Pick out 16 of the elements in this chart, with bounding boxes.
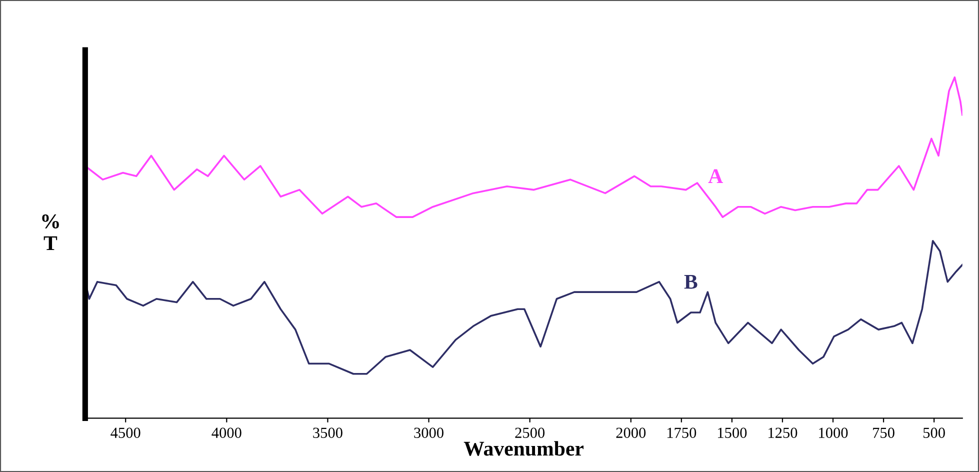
x-tick-label: 1000 (819, 428, 848, 438)
x-tick-label: 2500 (515, 428, 545, 438)
x-tick-label: 2000 (616, 428, 646, 438)
x-tick-label: 3000 (414, 428, 444, 438)
x-tick-label: 4500 (110, 428, 140, 438)
x-tick-label: 4000 (212, 428, 242, 438)
x-tick-label: 1250 (768, 428, 798, 438)
x-tick-label: 500 (923, 428, 945, 438)
series-label: B (684, 274, 698, 289)
x-tick-label: 1750 (667, 428, 696, 438)
x-tick-label: 1500 (718, 428, 747, 438)
series-label: A (708, 169, 723, 183)
x-tick-label: 750 (873, 428, 894, 438)
y-axis-title: % T (42, 214, 59, 250)
x-axis-title: Wavenumber (464, 441, 584, 456)
x-tick-label: 3500 (313, 428, 342, 438)
